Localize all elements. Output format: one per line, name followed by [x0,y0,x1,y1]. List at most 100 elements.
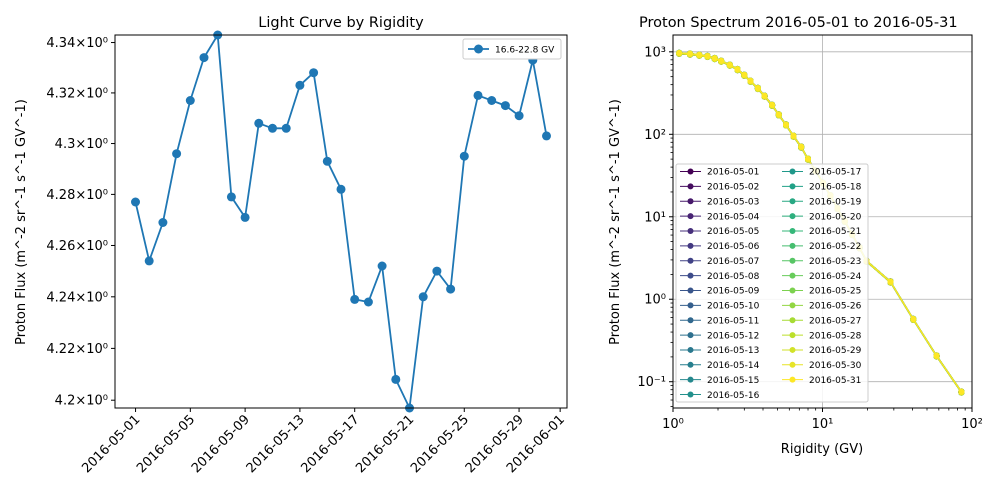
spectrum-legend-entry: 2016-05-02 [680,183,759,193]
spectrum-legend-label: 2016-05-06 [707,242,760,252]
spectrum-legend-marker [789,376,796,383]
spectrum-legend-marker [789,317,796,324]
spectrum-legend-label: 2016-05-12 [707,331,759,341]
spectrum-legend-entry: 2016-05-28 [782,331,862,341]
light-curve-point [240,212,250,222]
spectrum-legend-marker [789,287,796,294]
spectrum-legend-label: 2016-05-05 [707,227,759,237]
spectrum-point [704,53,711,59]
light-curve-point [254,118,264,128]
spectrum-legend-label: 2016-05-28 [809,331,862,341]
spectrum-legend-label: 2016-05-17 [809,168,861,178]
spectrum-legend-marker [687,317,694,324]
spectrum-legend-marker [687,346,694,353]
spectrum-legend-marker [687,302,694,309]
spectrum-legend-marker [687,287,694,294]
spectrum-legend-entry: 2016-05-24 [782,272,862,282]
spectrum-legend-entry: 2016-05-01 [680,168,759,178]
spectrum-legend-box [675,163,869,403]
light-curve-y-tick-label: 4.2×10⁰ [55,394,108,409]
light-curve-legend: 16.6-22.8 GV [462,38,562,60]
light-curve-point [336,184,346,194]
spectrum-point [741,71,748,78]
light-curve-frame [114,34,568,409]
spectrum-point [933,352,940,359]
spectrum-point [805,155,811,162]
light-curve-y-tick-label: 4.34×10⁰ [46,36,108,51]
spectrum-legend-label: 2016-05-14 [707,361,760,371]
spectrum-title: Proton Spectrum 2016-05-01 to 2016-05-31 [639,15,958,31]
spectrum-legend-marker [687,361,694,368]
spectrum-point [958,388,965,395]
spectrum-legend-marker [789,361,796,368]
spectrum-legend-entry: 2016-05-05 [680,227,759,237]
spectrum-legend-label: 2016-05-09 [707,287,760,297]
spectrum-legend-label: 2016-05-10 [707,302,760,312]
light-curve-point [309,68,319,78]
spectrum-ylabel: Proton Flux (m^-2 sr^-1 s^-1 GV^-1) [608,99,623,345]
spectrum-legend-label: 2016-05-23 [809,257,861,267]
light-curve-legend-box [462,38,562,60]
light-curve-point [322,156,332,166]
light-curve-title: Light Curve by Rigidity [258,15,424,31]
spectrum-point [711,55,718,62]
spectrum-x-tick-label: 10⁰ [662,417,684,432]
spectrum-legend-marker [789,168,796,175]
spectrum-legend-entry: 2016-05-30 [782,361,862,371]
spectrum-legend-marker [687,257,694,264]
spectrum-legend-label: 2016-05-29 [809,346,862,356]
spectrum-legend-label: 2016-05-13 [707,346,759,356]
spectrum-legend-label: 2016-05-15 [707,376,759,386]
spectrum-legend-marker [789,302,796,309]
light-curve-point [542,131,551,141]
light-curve-point [172,149,182,159]
spectrum-legend-label: 2016-05-02 [707,183,759,193]
spectrum-legend-entry: 2016-05-07 [680,257,759,267]
light-curve-y-tick-label: 4.26×10⁰ [46,239,108,254]
spectrum-legend-marker [687,242,694,249]
spectrum-legend-marker [789,257,796,264]
spectrum-legend-entry: 2016-05-20 [782,212,862,222]
spectrum-legend-label: 2016-05-20 [809,212,862,222]
light-curve-y-tick-label: 4.32×10⁰ [46,86,108,101]
spectrum-legend-label: 2016-05-21 [809,227,861,237]
spectrum-legend-marker [687,213,694,220]
light-curve-point [144,256,154,266]
spectrum-legend-label: 2016-05-07 [707,257,759,267]
light-curve-point [418,292,428,302]
light-curve-point [432,266,442,276]
spectrum-x-tick-label: 10² [961,417,983,432]
spectrum-legend-marker [687,272,694,279]
light-curve-y-tick-label: 4.3×10⁰ [55,137,108,152]
spectrum-y-tick-label: 10⁻¹ [637,375,666,390]
spectrum-legend-label: 2016-05-04 [707,212,760,222]
light-curve-point [514,111,524,121]
spectrum-legend-entry: 2016-05-23 [782,257,861,267]
spectrum-point [790,132,797,139]
spectrum-frame [672,34,973,409]
spectrum-point [726,61,733,68]
spectrum-legend-label: 2016-05-16 [707,391,760,401]
spectrum-y-tick-label: 10⁰ [644,293,666,308]
light-curve-point [487,96,497,105]
spectrum-legend-label: 2016-05-24 [809,272,862,282]
spectrum-point [747,77,754,84]
spectrum-legend-entry: 2016-05-31 [782,376,861,386]
spectrum-legend-entry: 2016-05-16 [680,391,760,401]
spectrum-legend-marker [789,346,796,353]
spectrum-legend-marker [789,183,796,190]
light-curve-legend-marker [474,44,483,54]
spectrum-point [910,315,917,322]
light-curve-y-ticks: 4.2×10⁰ 4.22×10⁰ 4.24×10⁰ 4.26×10⁰ 4.28×10⁰ 4… [46,36,115,409]
spectrum-legend-marker [687,198,694,205]
light-curve-point [391,374,401,384]
spectrum-point [696,51,703,58]
spectrum-legend-label: 2016-05-03 [707,197,759,207]
light-curve-point [131,197,140,207]
spectrum-legend-entry: 2016-05-22 [782,242,861,252]
spectrum-legend-entry: 2016-05-13 [680,346,759,356]
spectrum-legend-marker [687,168,694,175]
spectrum-legend-label: 2016-05-11 [707,316,759,326]
light-curve-point [446,284,456,294]
